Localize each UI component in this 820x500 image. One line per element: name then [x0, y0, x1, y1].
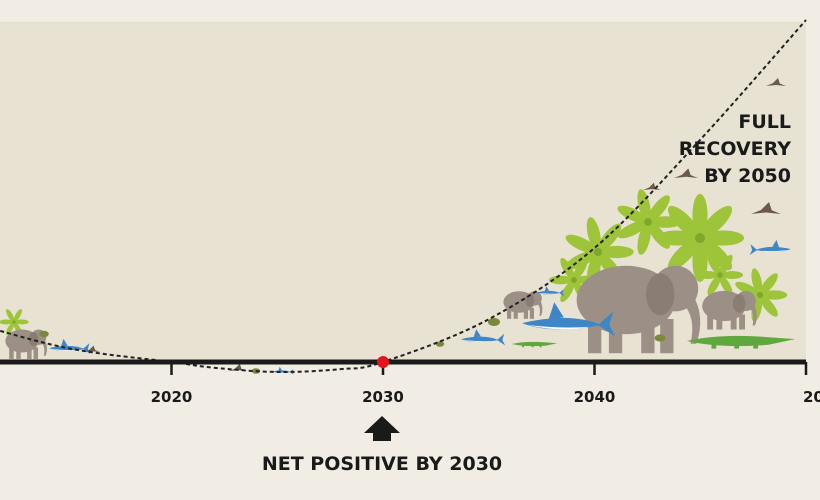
- tick-label-2020: 2020: [151, 388, 193, 406]
- frog-icon: [488, 318, 500, 326]
- tick-label-2050: 2050: [803, 388, 820, 406]
- frog-icon: [655, 334, 666, 341]
- x-axis-ticks: 2020 2030 2040 2050: [151, 362, 820, 406]
- net-positive-label: NET POSITIVE BY 2030: [262, 453, 502, 475]
- net-positive-annotation: NET POSITIVE BY 2030: [262, 416, 502, 475]
- shark-icon: [272, 367, 294, 375]
- tick-label-2040: 2040: [574, 388, 616, 406]
- net-positive-point: [377, 356, 389, 368]
- tick-label-2030: 2030: [362, 388, 404, 406]
- frog-icon: [39, 331, 49, 337]
- full-recovery-line-3: BY 2050: [704, 165, 791, 187]
- frog-icon: [436, 341, 444, 347]
- plot-panel: [0, 22, 806, 362]
- full-recovery-line-1: FULL: [738, 111, 791, 133]
- up-arrow-icon: [364, 416, 400, 441]
- full-recovery-line-2: RECOVERY: [679, 138, 791, 160]
